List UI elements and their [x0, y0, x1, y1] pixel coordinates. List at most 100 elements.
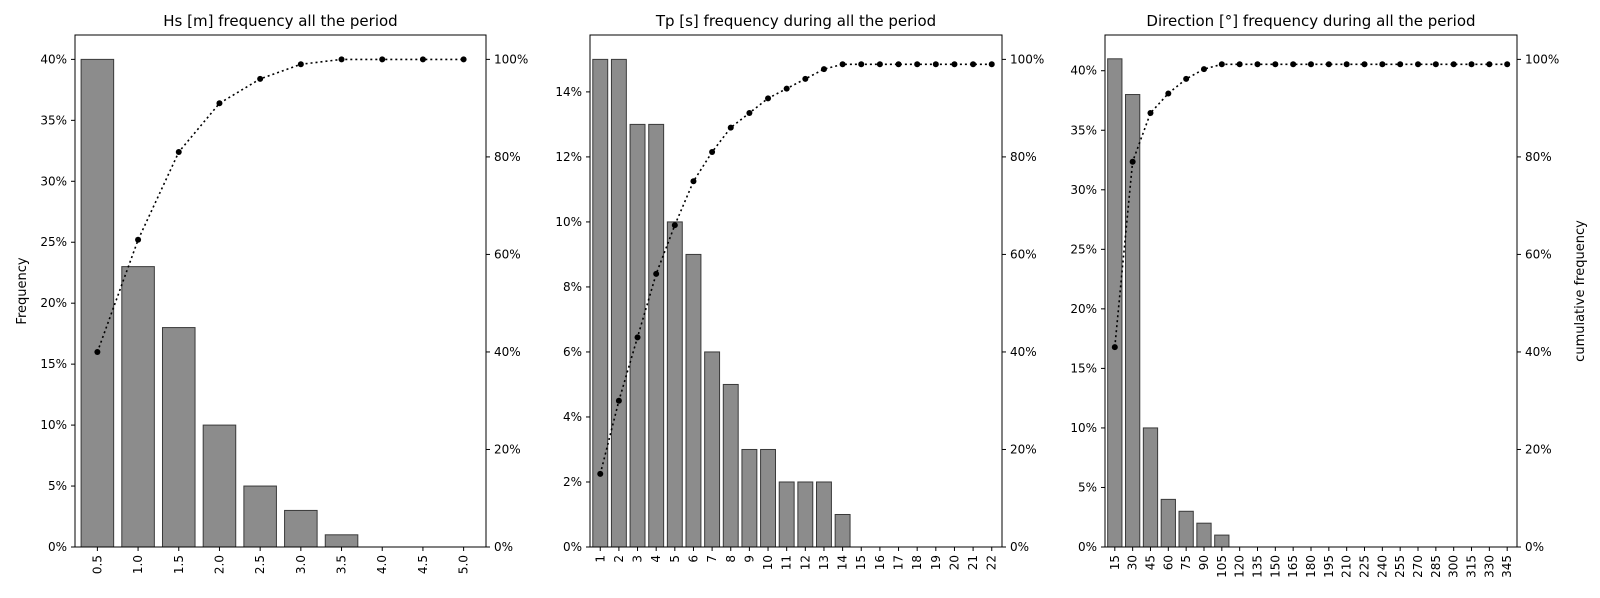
y-tick-label: 25%: [40, 235, 67, 249]
chart-panel-1: Hs [m] frequency all the period 0% 5% 10% 15…: [15, 12, 528, 574]
x-tick-label: 1.5: [172, 555, 186, 574]
y-tick-label: 2%: [563, 475, 582, 489]
cumulative-point-1: [597, 470, 604, 477]
y2-tick-label: 60%: [1010, 247, 1037, 261]
y-tick-label: 40%: [40, 52, 67, 66]
bar-6: [685, 253, 702, 548]
x-tick-label: 13: [817, 555, 831, 570]
y-tick-label: 0%: [48, 540, 67, 554]
cumulative-point-17: [895, 61, 902, 68]
y-tick-label: 4%: [563, 410, 582, 424]
cumulative-point-90: [1200, 66, 1207, 73]
x-tick-label: 0.5: [90, 555, 104, 574]
cumulative-line: [599, 63, 992, 475]
cumulative-point-3: [634, 334, 641, 341]
cumulative-point-240: [1379, 61, 1386, 68]
cumulative-point-12: [802, 75, 809, 82]
y-tick-label: 10%: [555, 215, 582, 229]
x-tick-label: 5.0: [457, 555, 471, 574]
cumulative-point-6: [690, 178, 697, 185]
y-tick-label: 0%: [563, 540, 582, 554]
y-tick-label: 10%: [40, 418, 67, 432]
y2-tick-label: 20%: [1525, 442, 1552, 456]
bar-2.0: [202, 424, 237, 548]
x-tick-label: 19: [929, 555, 943, 570]
y2-tick-label: 20%: [494, 442, 521, 456]
bar-2: [610, 58, 627, 548]
cumulative-point-4: [653, 270, 660, 277]
y-tick-label: 30%: [40, 174, 67, 188]
bar-2.5: [243, 485, 277, 548]
y-tick-label: 40%: [1070, 64, 1097, 78]
cumulative-point-20: [951, 61, 958, 68]
bar-11: [778, 481, 795, 548]
cumulative-point-2.0: [216, 100, 223, 107]
x-tick-label: 105: [1215, 555, 1229, 578]
cumulative-point-3.0: [297, 61, 304, 68]
x-tick-label: 15: [1108, 555, 1122, 570]
x-tick-label: 7: [705, 555, 719, 563]
x-tick-label: 6: [686, 555, 700, 563]
x-tick-label: 3.5: [335, 555, 349, 574]
cumulative-point-15: [1111, 344, 1118, 351]
bar-1.0: [121, 266, 155, 548]
x-tick-label: 17: [892, 555, 906, 570]
cumulative-line: [1114, 63, 1508, 348]
bar-10: [760, 448, 776, 548]
x-tick-label: 240: [1375, 555, 1389, 578]
x-tick-label: 10: [761, 555, 775, 570]
y-tick-label: 12%: [555, 150, 582, 164]
x-tick-label: 4: [649, 555, 663, 563]
x-tick-label: 18: [910, 555, 924, 570]
bar-15: [1107, 58, 1123, 548]
bar-12: [797, 481, 814, 548]
cumulative-point-210: [1343, 61, 1350, 68]
cumulative-point-19: [932, 61, 939, 68]
plot-frame: [589, 34, 1003, 548]
x-tick-label: 180: [1304, 555, 1318, 578]
y-tick-label: 6%: [563, 345, 582, 359]
cumulative-point-2.5: [257, 75, 264, 82]
chart-panel-2: Tp [s] frequency during all the period 0%…: [555, 12, 1044, 570]
x-tick-label: 270: [1411, 555, 1425, 578]
y-tick-label: 5%: [48, 479, 67, 493]
x-tick-label: 60: [1161, 555, 1175, 570]
cumulative-point-10: [765, 95, 772, 102]
plot-frame: [1104, 34, 1518, 548]
bar-7: [704, 351, 721, 548]
x-tick-label: 16: [873, 555, 887, 570]
x-tick-label: 2.0: [212, 555, 226, 574]
x-tick-label: 2.5: [253, 555, 267, 574]
x-tick-label: 14: [836, 555, 850, 570]
x-tick-label: 5: [668, 555, 682, 563]
x-tick-label: 165: [1286, 555, 1300, 578]
cumulative-point-45: [1147, 110, 1154, 117]
x-tick-label: 1.0: [131, 555, 145, 574]
bar-75: [1178, 510, 1194, 548]
x-tick-label: 255: [1393, 555, 1407, 578]
bar-8: [722, 383, 739, 548]
cumulative-point-3.5: [338, 56, 345, 63]
y2-tick-label: 0%: [494, 540, 513, 554]
x-tick-label: 3.0: [294, 555, 308, 574]
x-tick-label: 11: [780, 555, 794, 570]
cumulative-point-285: [1432, 61, 1439, 68]
y-tick-label: 10%: [1070, 421, 1097, 435]
x-tick-label: 4.5: [416, 555, 430, 574]
x-tick-label: 30: [1126, 555, 1140, 570]
cumulative-point-9: [746, 110, 753, 117]
x-tick-label: 90: [1197, 555, 1211, 570]
cumulative-point-8: [727, 124, 734, 131]
y-tick-label: 20%: [1070, 302, 1097, 316]
x-tick-label: 22: [985, 555, 999, 570]
y2-tick-label: 100%: [1010, 52, 1044, 66]
x-tick-label: 315: [1465, 555, 1479, 578]
cumulative-point-270: [1415, 61, 1422, 68]
y-tick-label: 5%: [1078, 480, 1097, 494]
bar-1.5: [161, 327, 196, 548]
y2-tick-label: 100%: [494, 52, 528, 66]
cumulative-point-60: [1165, 90, 1172, 97]
x-tick-label: 3: [631, 555, 645, 563]
chart-title: Tp [s] frequency during all the period: [655, 12, 936, 30]
